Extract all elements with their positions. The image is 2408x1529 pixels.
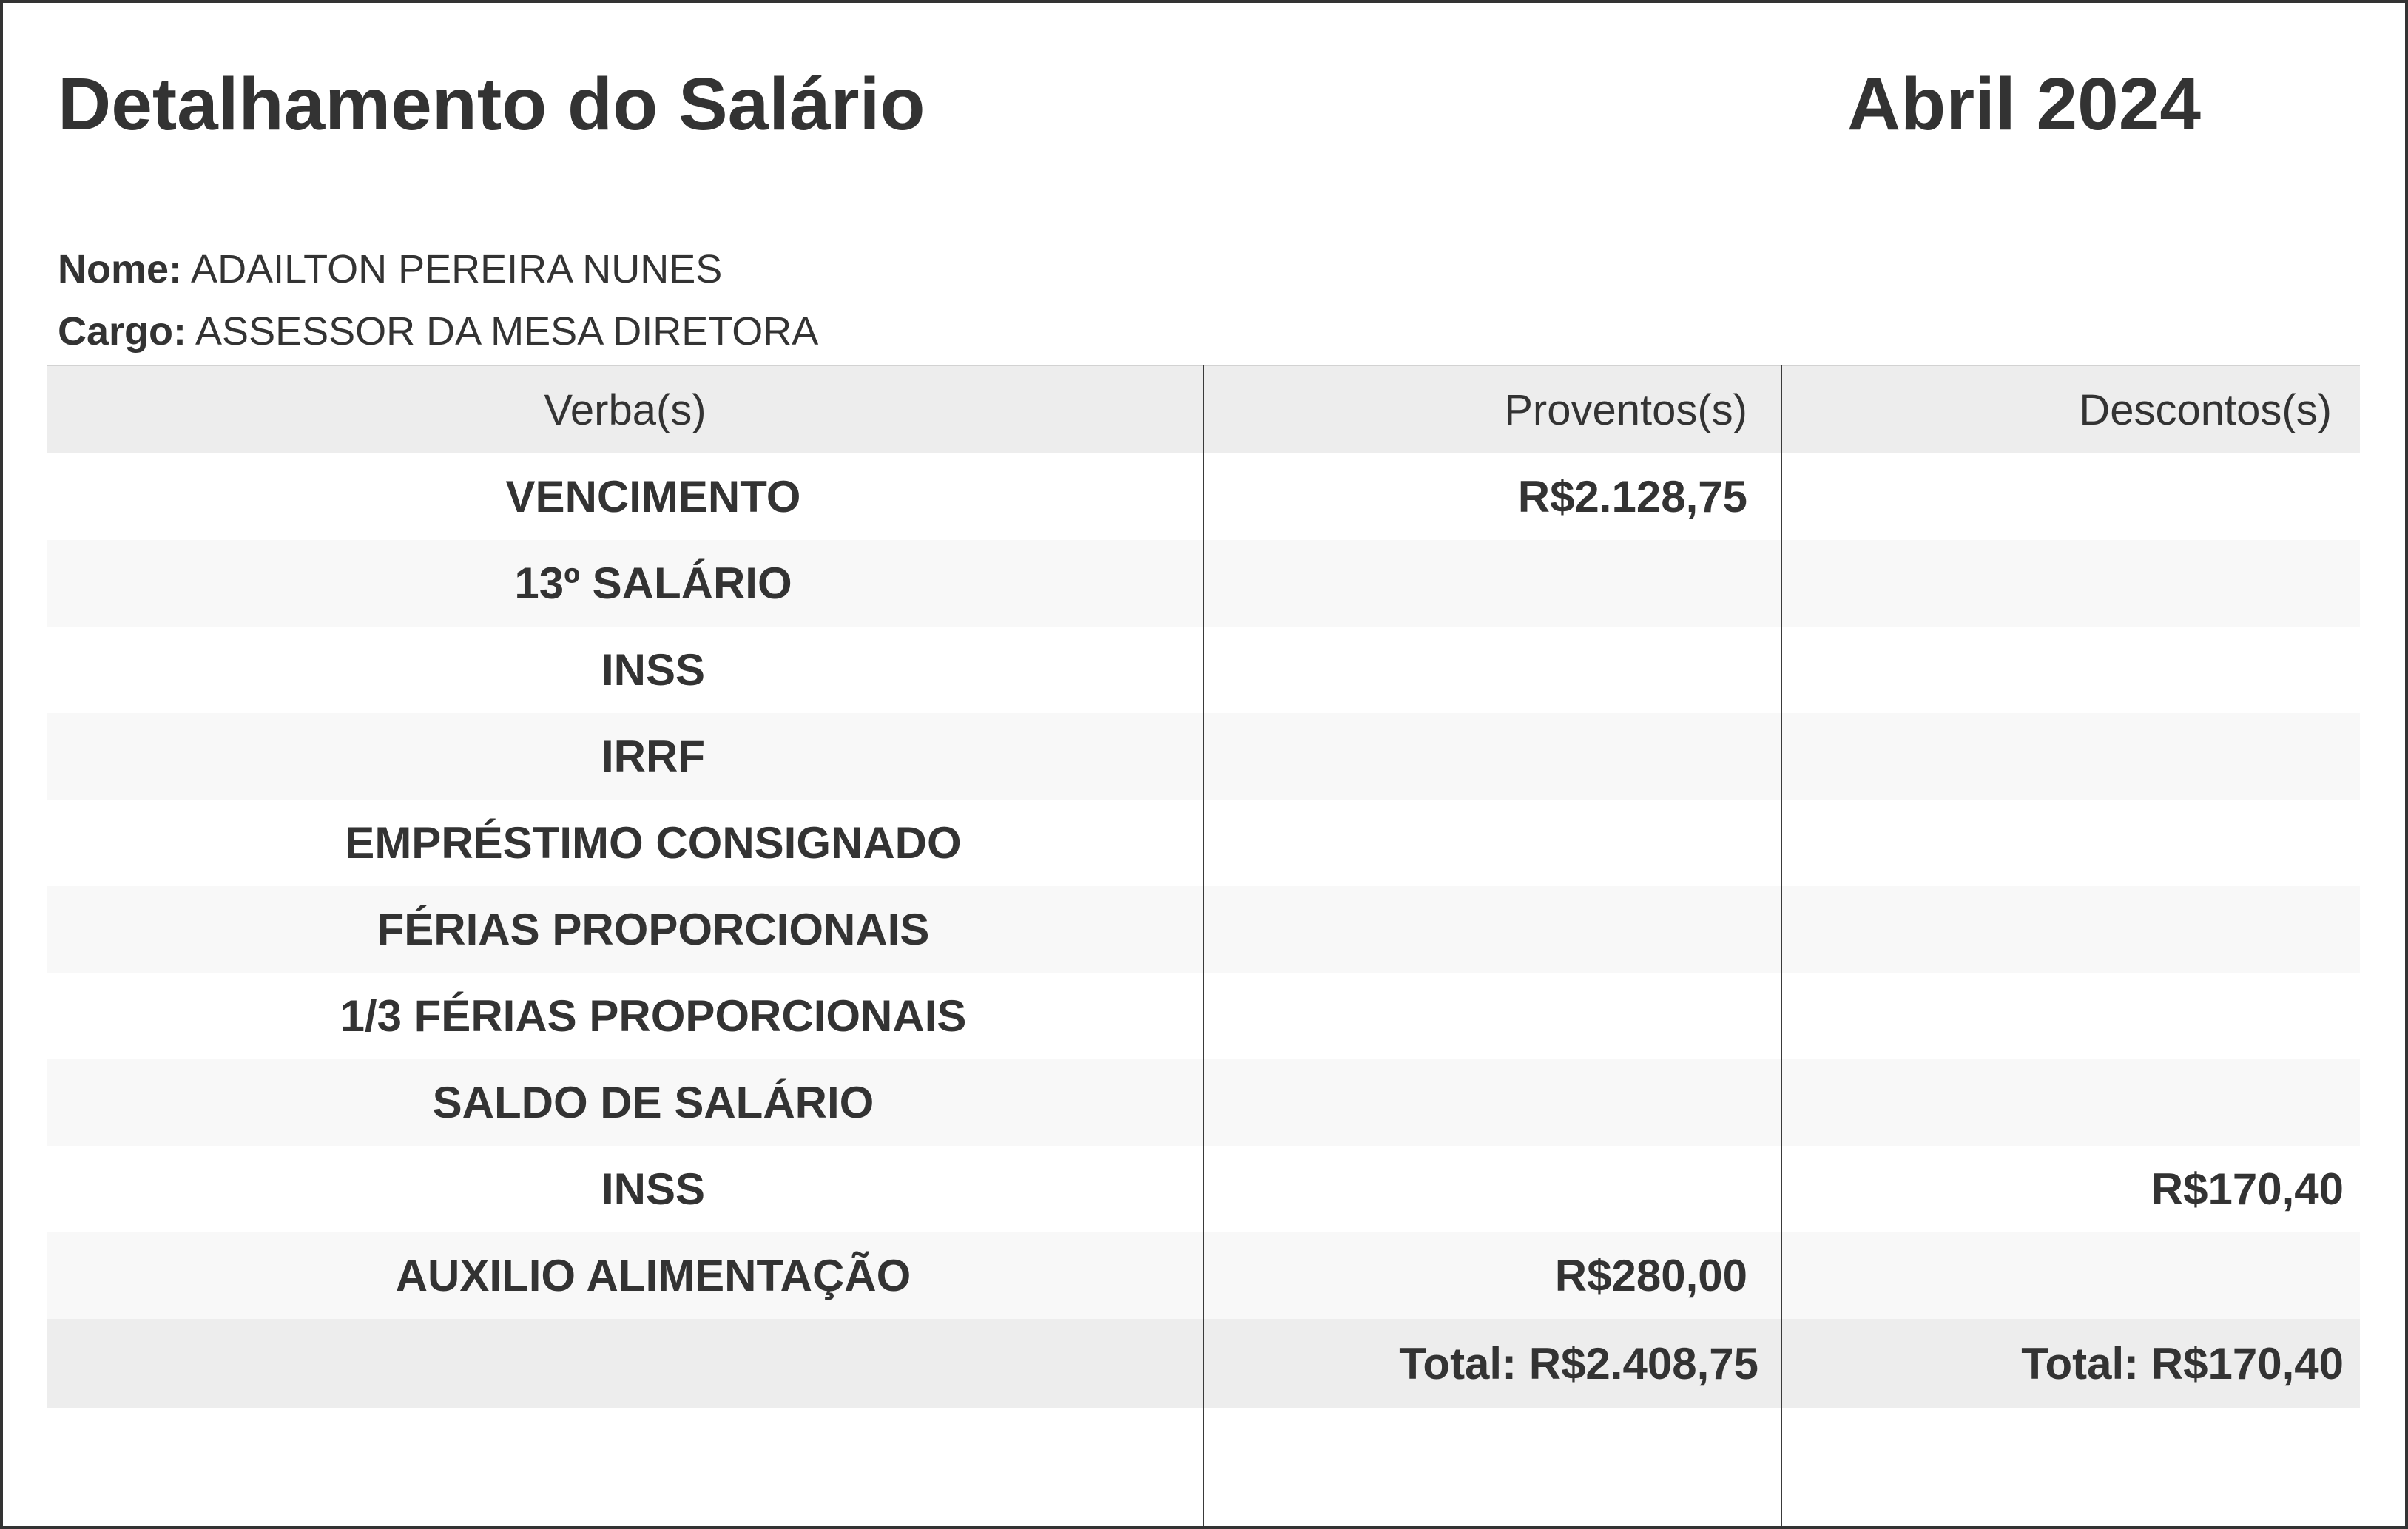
employee-name-label: Nome: [58,247,183,291]
total-empty-cell [47,1319,1203,1408]
employee-name-value: ADAILTON PEREIRA NUNES [191,247,723,291]
period-label: Abril 2024 [1847,63,2201,146]
cell-descontos [1781,1232,2360,1319]
cell-proventos [1203,540,1781,627]
cell-descontos [1781,1059,2360,1146]
cell-verba: 13º SALÁRIO [514,558,792,608]
cell-proventos [1203,1146,1781,1232]
column-header-proventos: Proventos(s) [1504,385,1747,434]
cell-descontos [1781,713,2360,800]
cell-descontos [1781,540,2360,627]
table-row: EMPRÉSTIMO CONSIGNADO [47,800,2360,886]
cell-verba: 1/3 FÉRIAS PROPORCIONAIS [340,991,967,1041]
cell-proventos [1203,800,1781,886]
cell-verba: INSS [601,645,706,695]
cell-proventos [1203,1059,1781,1146]
column-header-descontos: Descontos(s) [2079,385,2332,434]
cell-descontos [1781,886,2360,973]
cell-descontos [1781,800,2360,886]
employee-role-line: Cargo: ASSESSOR DA MESA DIRETORA [58,300,818,362]
table-row: INSS [47,627,2360,713]
employee-info: Nome: ADAILTON PEREIRA NUNES Cargo: ASSE… [58,238,818,362]
total-descontos-cell: Total: R$170,40 [2021,1338,2344,1388]
cell-verba: FÉRIAS PROPORCIONAIS [377,905,930,954]
cell-proventos: R$2.128,75 [1517,472,1747,522]
cell-descontos [1781,973,2360,1059]
employee-role-value: ASSESSOR DA MESA DIRETORA [195,309,819,354]
total-proventos-cell: Total: R$2.408,75 [1399,1338,1758,1388]
employee-name-line: Nome: ADAILTON PEREIRA NUNES [58,238,818,300]
employee-role-label: Cargo: [58,309,186,354]
table-row: 1/3 FÉRIAS PROPORCIONAIS [47,973,2360,1059]
cell-verba: VENCIMENTO [505,472,801,522]
cell-descontos [1781,453,2360,540]
cell-proventos [1203,886,1781,973]
column-divider-verba-proventos [1203,365,1204,1526]
cell-verba: EMPRÉSTIMO CONSIGNADO [345,818,962,868]
cell-proventos [1203,713,1781,800]
page-title: Detalhamento do Salário [58,63,925,146]
column-divider-proventos-descontos [1781,365,1782,1526]
table-row: VENCIMENTO R$2.128,75 [47,453,2360,540]
cell-verba: AUXILIO ALIMENTAÇÃO [395,1251,911,1300]
cell-proventos [1203,973,1781,1059]
cell-proventos: R$280,00 [1554,1251,1747,1300]
cell-descontos: R$170,40 [2151,1164,2344,1214]
cell-verba: IRRF [601,732,705,781]
cell-proventos [1203,627,1781,713]
cell-descontos [1781,627,2360,713]
column-header-verba: Verba(s) [544,385,706,434]
cell-verba: SALDO DE SALÁRIO [432,1078,874,1127]
table-row: INSS R$170,40 [47,1146,2360,1232]
cell-verba: INSS [601,1164,706,1214]
